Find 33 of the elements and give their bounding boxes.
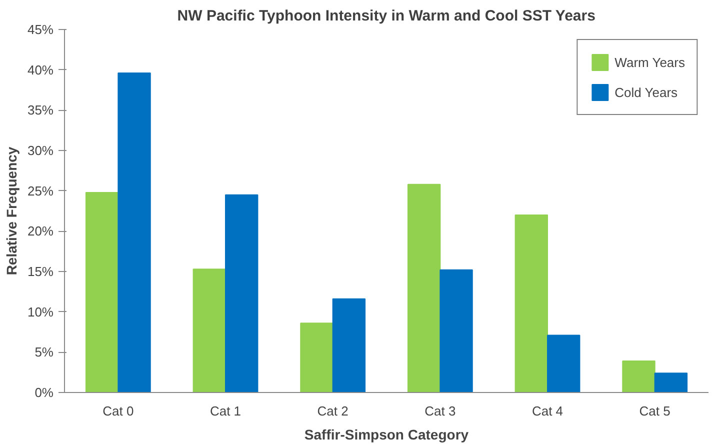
bar (332, 298, 366, 392)
bar (407, 184, 441, 392)
bar (225, 194, 258, 392)
x-tick-label: Cat 5 (639, 404, 670, 418)
legend-label: Cold Years (614, 84, 678, 100)
bar (622, 360, 656, 392)
x-axis-title: Saffir-Simpson Category (304, 426, 469, 442)
bar (85, 192, 119, 392)
x-tick-label: Cat 2 (317, 404, 348, 418)
bar (440, 269, 473, 392)
y-tick-label: 45% (27, 22, 54, 37)
y-tick-label: 5% (34, 344, 54, 360)
y-tick-label: 0% (34, 385, 54, 400)
bar (514, 214, 548, 392)
bar (654, 372, 688, 392)
x-tick-label: Cat 4 (532, 404, 564, 418)
y-tick-label: 10% (27, 304, 54, 320)
bar (192, 268, 226, 392)
legend-label: Warm Years (614, 54, 685, 70)
bar (118, 72, 151, 392)
bar (547, 334, 580, 392)
chart-title: NW Pacific Typhoon Intensity in Warm and Cool SST Years (177, 8, 596, 24)
x-tick-label: Cat 0 (102, 404, 134, 418)
y-axis-title: Relative Frequency (3, 146, 20, 276)
bar (300, 322, 334, 392)
x-tick-label: Cat 1 (210, 404, 242, 418)
y-tick-label: 15% (27, 264, 54, 279)
y-tick-label: 35% (27, 102, 54, 118)
y-tick-label: 40% (27, 62, 54, 78)
y-tick-label: 30% (27, 143, 54, 158)
x-tick-label: Cat 3 (424, 404, 456, 418)
y-tick-label: 25% (27, 183, 54, 198)
y-tick-label: 20% (27, 224, 54, 239)
